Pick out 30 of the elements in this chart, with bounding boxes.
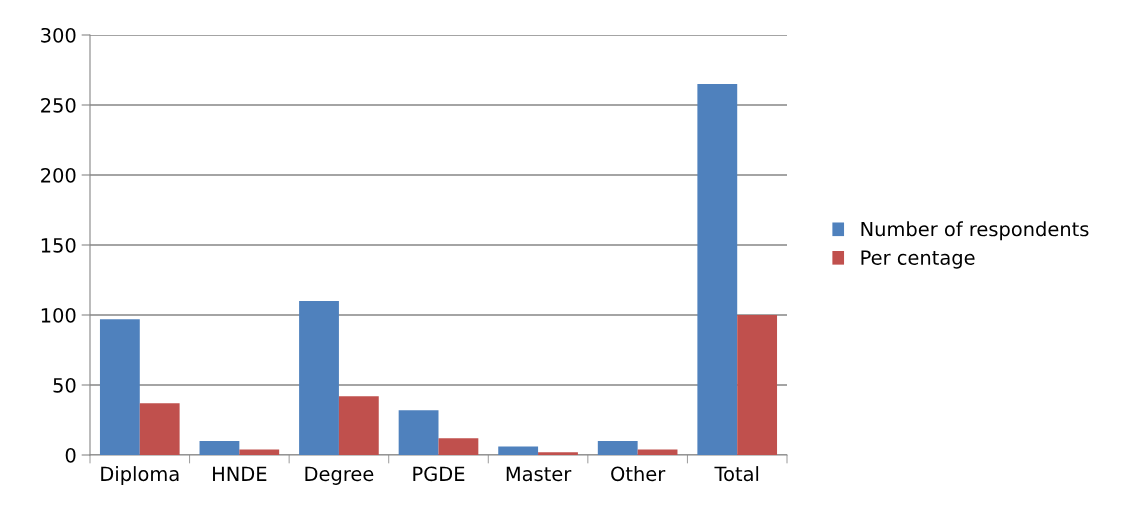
bar [637, 449, 678, 455]
legend-label: Per centage [861, 250, 975, 269]
x-tick-label: Other [611, 466, 666, 482]
bar [398, 410, 439, 455]
bar [538, 452, 578, 455]
x-tick-label: PGDE [413, 466, 465, 482]
bar [438, 438, 479, 455]
bar [139, 403, 180, 455]
y-tick-label: 0 [65, 447, 76, 463]
y-tick-label: 300 [41, 27, 76, 43]
bar [498, 446, 539, 455]
bar [99, 319, 140, 455]
legend-label: Number of respondents [861, 221, 1089, 241]
y-tick-label: 100 [41, 307, 76, 323]
x-tick-label: Master [506, 466, 572, 482]
x-tick-label: Diploma [101, 466, 179, 485]
y-tick-label: 50 [53, 377, 76, 393]
bar [597, 441, 638, 455]
y-tick-label: 150 [41, 237, 76, 253]
x-tick-label: Total [714, 466, 759, 482]
bar [338, 396, 379, 455]
x-tick-label: Degree [305, 466, 374, 485]
bar [199, 441, 240, 455]
x-tick-label: HNDE [213, 466, 267, 481]
y-tick-label: 200 [41, 167, 76, 183]
bar [697, 84, 738, 455]
bar [239, 449, 280, 455]
bar [299, 301, 339, 455]
bar [737, 315, 778, 455]
y-tick-label: 250 [41, 97, 76, 113]
